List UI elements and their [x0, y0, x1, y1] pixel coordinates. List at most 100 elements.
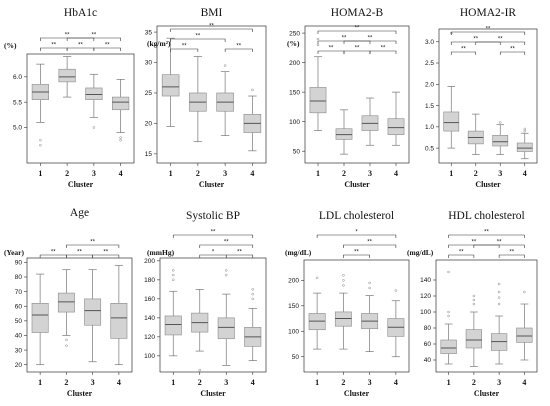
significance-bracket: ** — [170, 44, 199, 52]
significance-label: ** — [211, 230, 216, 236]
iqr-box — [308, 313, 326, 331]
significance-label: ** — [486, 27, 491, 33]
bracket-line — [199, 244, 254, 248]
iqr-box — [31, 303, 49, 333]
significance-bracket: ** — [92, 250, 120, 258]
x-tick-label: 1 — [315, 378, 319, 387]
y-tick-label: 70 — [15, 289, 23, 296]
box-cluster-2 — [191, 289, 209, 372]
significance-label: ** — [510, 47, 515, 53]
panel-2: BMI (kg/m²) 15 20 25 30 35 1 2 3 4 Cluster ** ** ** ** — [145, 7, 267, 189]
significance-bracket: ** — [317, 26, 397, 34]
x-tick-label: 2 — [474, 169, 478, 178]
outlier-point — [223, 64, 227, 67]
significance-bracket: ** — [343, 46, 371, 54]
significance-bracket: ** — [498, 250, 525, 258]
iqr-box — [335, 128, 353, 140]
x-tick-label: 4 — [250, 169, 254, 178]
panel-8: HDL cholesterol (mg/dL) 40 60 80 100 120 140 1 2 3… — [407, 210, 538, 398]
panel-title: HbA1c — [64, 7, 97, 19]
outlier-point — [497, 290, 501, 294]
y-tick-label: 140 — [144, 315, 155, 322]
y-axis-label: (mg/dL) — [285, 248, 312, 257]
bracket-line — [448, 254, 475, 258]
significance-bracket: ** — [448, 230, 525, 238]
outlier-point — [251, 88, 254, 92]
outlier-point — [523, 127, 526, 131]
panel-7: LDL cholesterol (mg/dL) 50 100 150 200 1 2 3 4 Clu… — [285, 210, 410, 398]
outlier-point — [225, 273, 228, 277]
y-tick-label: 15 — [145, 151, 153, 158]
iqr-box — [440, 339, 457, 354]
panel-title: LDL cholesterol — [319, 210, 394, 222]
box-cluster-4 — [244, 288, 262, 361]
significance-bracket: ** — [224, 44, 253, 52]
outlier-point — [316, 37, 320, 41]
significance-label: ** — [51, 43, 56, 49]
y-tick-label: 100 — [420, 309, 431, 316]
significance-bracket: ** — [66, 43, 95, 51]
y-tick-label: 40 — [424, 357, 432, 364]
x-tick-label: 1 — [38, 169, 42, 178]
bracket-line — [93, 47, 121, 51]
y-tick-label: 5.0 — [13, 125, 22, 132]
iqr-box — [334, 311, 352, 327]
outlier-point — [251, 292, 254, 296]
box-cluster-3 — [85, 73, 103, 129]
significance-label: ** — [484, 230, 489, 236]
x-axis-label: Cluster — [344, 180, 370, 189]
box-cluster-4 — [516, 290, 533, 361]
outlier-point — [472, 302, 476, 306]
panel-title: HOMA2-IR — [460, 7, 517, 19]
panel-title: Systolic BP — [186, 210, 240, 222]
outlier-point — [119, 136, 122, 139]
outlier-point — [92, 126, 96, 129]
plot-frame — [303, 259, 410, 373]
x-tick-label: 3 — [498, 169, 502, 178]
outlier-point — [39, 144, 42, 147]
y-tick-label: 1.5 — [425, 103, 434, 110]
plot-frame — [438, 28, 538, 164]
significance-bracket: ** — [317, 46, 345, 54]
significance-label: ** — [459, 250, 464, 256]
outlier-point — [472, 294, 476, 298]
y-tick-label: 180 — [144, 277, 155, 284]
significance-bracket: ** — [93, 43, 121, 51]
outlier-point — [472, 298, 476, 302]
significance-bracket: ** — [66, 33, 121, 41]
panel-title: Age — [70, 207, 89, 219]
iqr-box — [164, 315, 182, 336]
outlier-point — [497, 296, 501, 299]
x-tick-label: 1 — [316, 169, 320, 178]
x-tick-label: 2 — [64, 378, 68, 387]
box-cluster-3 — [361, 281, 379, 352]
x-tick-label: 3 — [497, 378, 501, 387]
box-cluster-1 — [309, 37, 327, 131]
bracket-line — [66, 37, 121, 41]
x-axis-label: Cluster — [200, 389, 226, 398]
box-cluster-2 — [57, 269, 75, 347]
outlier-point — [172, 269, 175, 272]
significance-bracket: ** — [170, 24, 253, 32]
outlier-point — [447, 310, 450, 314]
significance-bracket: * — [199, 250, 227, 258]
significance-bracket: ** — [199, 240, 254, 248]
iqr-box — [85, 87, 103, 100]
significance-bracket: ** — [369, 46, 397, 54]
significance-label: ** — [236, 44, 241, 50]
x-tick-label: 3 — [92, 169, 96, 178]
iqr-box — [110, 303, 128, 339]
x-tick-label: 2 — [198, 378, 202, 387]
y-tick-label: 50 — [293, 148, 301, 155]
outlier-point — [342, 274, 345, 277]
y-tick-label: 2.0 — [425, 82, 434, 89]
panel-title: HDL cholesterol — [448, 210, 525, 222]
y-axis-label: (mg/dL) — [407, 248, 434, 257]
iqr-box — [465, 329, 483, 349]
x-tick-label: 4 — [394, 378, 398, 387]
outlier-point — [497, 282, 501, 286]
y-tick-label: 120 — [420, 293, 431, 300]
iqr-box — [112, 96, 130, 111]
box-cluster-2 — [58, 56, 76, 98]
significance-bracket: ** — [40, 43, 68, 51]
